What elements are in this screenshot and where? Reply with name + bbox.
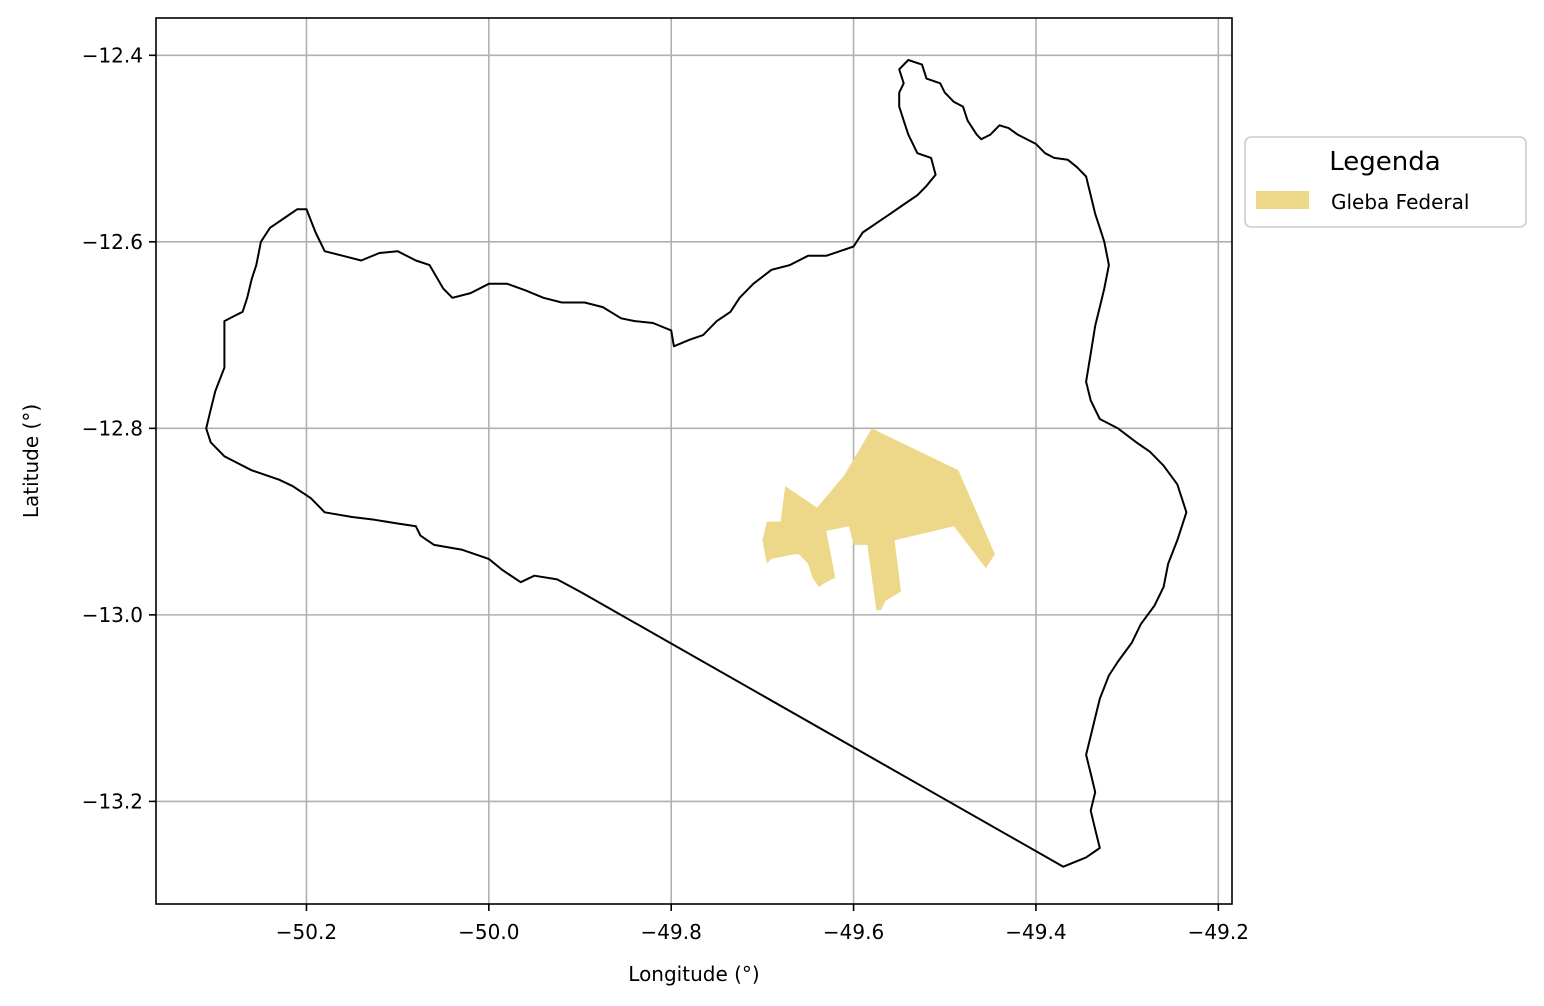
map-data xyxy=(205,59,1188,868)
plot-frame xyxy=(155,17,1233,905)
gridlines xyxy=(156,18,1232,904)
x-axis-label: Longitude (°) xyxy=(628,962,759,986)
axis-ticks: −50.2 −50.0 −49.8 −49.6 −49.4 −49.2 −12.4 −12.6… xyxy=(82,43,1249,944)
legend-box xyxy=(1244,136,1527,228)
y-tick-label: −13.2 xyxy=(82,789,143,813)
x-tick-label: −49.6 xyxy=(823,920,884,944)
y-tick-label: −13.0 xyxy=(82,603,143,627)
legend-label-gleba-federal: Gleba Federal xyxy=(1331,190,1469,214)
legend-title: Legenda xyxy=(1329,147,1440,177)
gleba-federal-polygon xyxy=(762,428,995,611)
y-tick-label: −12.6 xyxy=(82,230,143,254)
legend: Legenda Gleba Federal xyxy=(1244,136,1527,228)
y-tick-label: −12.8 xyxy=(82,416,143,440)
x-tick-label: −49.2 xyxy=(1188,920,1249,944)
x-tick-label: −50.2 xyxy=(276,920,337,944)
y-axis-label: Latitude (°) xyxy=(19,404,43,518)
legend-swatch-gleba-federal xyxy=(1256,191,1309,209)
x-tick-label: −49.8 xyxy=(641,920,702,944)
y-tick-label: −12.4 xyxy=(82,43,143,67)
x-tick-label: −49.4 xyxy=(1005,920,1066,944)
municipality-boundary xyxy=(205,59,1188,868)
x-tick-label: −50.0 xyxy=(458,920,519,944)
